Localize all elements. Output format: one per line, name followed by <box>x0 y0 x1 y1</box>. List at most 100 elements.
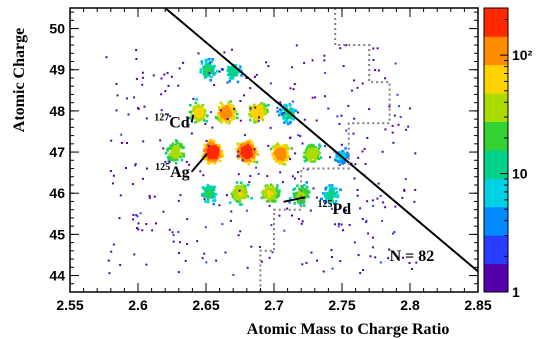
heatmap-point <box>266 184 269 188</box>
heatmap-point <box>268 194 271 198</box>
heatmap-point <box>228 115 231 118</box>
heatmap-point <box>205 189 208 192</box>
heatmap-point <box>394 62 397 65</box>
heatmap-point <box>210 196 213 199</box>
heatmap-point <box>108 272 111 275</box>
heatmap-point <box>229 100 232 103</box>
heatmap-point <box>232 191 235 194</box>
heatmap-point <box>228 73 231 77</box>
heatmap-point <box>301 142 304 145</box>
heatmap-point <box>171 142 175 146</box>
heatmap-point <box>330 189 334 193</box>
heatmap-point <box>342 154 345 157</box>
heatmap-point <box>162 147 165 150</box>
heatmap-point <box>195 109 199 113</box>
heatmap-point <box>225 109 229 113</box>
heatmap-point <box>213 161 217 165</box>
heatmap-point <box>384 206 387 209</box>
heatmap-point <box>212 202 215 206</box>
heatmap-point <box>261 118 265 121</box>
heatmap-point <box>362 269 365 271</box>
heatmap-point <box>278 189 281 193</box>
heatmap-point <box>330 195 333 199</box>
heatmap-point <box>361 82 364 85</box>
heatmap-point <box>357 254 360 257</box>
heatmap-point <box>278 113 281 117</box>
heatmap-point <box>267 144 270 147</box>
heatmap-point <box>118 217 121 220</box>
heatmap-point <box>230 74 233 77</box>
heatmap-point <box>312 151 316 154</box>
heatmap-point <box>369 255 372 258</box>
heatmap-point <box>207 67 211 71</box>
heatmap-point <box>237 150 240 153</box>
heatmap-point <box>208 139 211 143</box>
heatmap-point <box>233 111 236 114</box>
heatmap-point <box>253 120 256 124</box>
heatmap-point <box>246 183 250 187</box>
heatmap-point <box>230 118 234 121</box>
heatmap-point <box>253 111 256 115</box>
heatmap-point <box>238 200 242 203</box>
cluster-3 <box>214 100 239 125</box>
x-tick-label: 2.65 <box>192 297 219 313</box>
heatmap-point <box>238 67 242 70</box>
heatmap-point <box>109 170 112 172</box>
heatmap-point <box>409 107 411 110</box>
heatmap-point <box>280 111 284 115</box>
heatmap-point <box>397 123 400 126</box>
heatmap-point <box>252 157 256 161</box>
heatmap-point <box>221 68 223 71</box>
annotation-superscript: 125 <box>155 162 170 173</box>
heatmap-point <box>314 157 318 161</box>
heatmap-point <box>314 151 317 154</box>
heatmap-point <box>244 191 248 194</box>
heatmap-point <box>249 153 252 157</box>
heatmap-point <box>300 222 303 225</box>
heatmap-point <box>317 147 321 150</box>
heatmap-point <box>396 93 399 96</box>
heatmap-point <box>225 113 229 117</box>
heatmap-point <box>261 113 265 117</box>
heatmap-point <box>326 192 329 195</box>
heatmap-point <box>170 158 173 161</box>
heatmap-point <box>272 199 275 202</box>
heatmap-point <box>303 159 307 163</box>
heatmap-point <box>255 166 258 169</box>
heatmap-point <box>212 73 215 76</box>
heatmap-point <box>203 252 206 255</box>
colorbar-segment <box>484 93 508 122</box>
heatmap-point <box>407 125 410 128</box>
heatmap-point <box>210 60 213 64</box>
heatmap-point <box>393 231 396 233</box>
heatmap-point <box>275 187 279 190</box>
heatmap-point <box>285 120 288 124</box>
heatmap-point <box>175 145 178 148</box>
x-tick-label: 2.55 <box>56 297 83 313</box>
annotation-arrow <box>190 153 208 173</box>
heatmap-point <box>291 66 294 69</box>
heatmap-point <box>315 119 318 122</box>
heatmap-point <box>145 263 148 266</box>
heatmap-point <box>194 121 197 124</box>
heatmap-point <box>340 157 343 161</box>
heatmap-point <box>208 193 211 197</box>
heatmap-point <box>299 198 303 202</box>
heatmap-point <box>249 146 253 149</box>
heatmap-point <box>239 119 242 122</box>
heatmap-point <box>182 155 185 158</box>
heatmap-point <box>338 122 341 125</box>
heatmap-point <box>293 187 297 190</box>
heatmap-point <box>228 121 231 125</box>
x-tick-label: 2.6 <box>128 297 148 313</box>
heatmap-point <box>283 229 286 232</box>
heatmap-point <box>177 252 180 254</box>
heatmap-point <box>335 200 338 203</box>
heatmap-point <box>315 152 318 156</box>
heatmap-point <box>289 108 292 111</box>
heatmap-point <box>237 154 240 157</box>
heatmap-point <box>292 109 295 112</box>
heatmap-point <box>282 148 286 152</box>
heatmap-point <box>137 222 140 225</box>
heatmap-point <box>339 206 342 209</box>
